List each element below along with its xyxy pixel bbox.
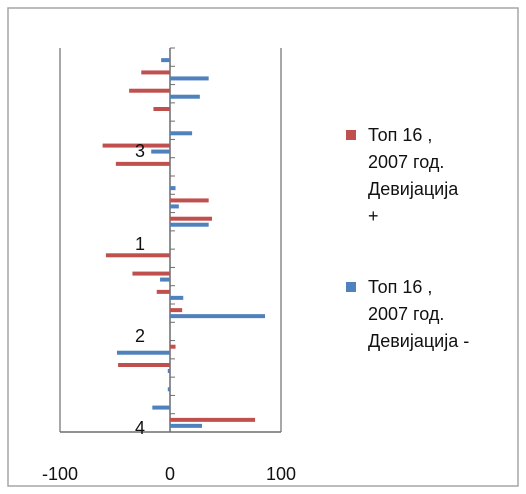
category-label-3: 3 [135, 141, 145, 161]
legend-swatch-1 [346, 130, 356, 140]
bar-series-1-row-20 [141, 70, 170, 75]
bar-series-1-row-15 [115, 161, 170, 166]
x-tick-label-0: 0 [165, 464, 175, 484]
bar-series-2-row-4 [167, 369, 170, 373]
legend-layer: Топ 16 , 2007 год. Девијација + Топ 16 , 2007… [346, 125, 469, 351]
bar-series-2-row-19 [170, 94, 200, 99]
bar-series-1-row-12 [170, 216, 212, 221]
bar-series-2-row-9 [160, 277, 170, 282]
x-tick-label-minus-100: -100 [42, 464, 78, 484]
bar-series-1-row-1 [170, 417, 256, 422]
legend-label-2-line-2: 2007 год. [368, 304, 444, 324]
bar-series-2-row-8 [170, 295, 184, 300]
bar-series-1-row-7 [170, 308, 183, 313]
bar-series-1-row-8 [156, 289, 170, 294]
bar-series-2-row-7 [170, 314, 266, 319]
bar-series-1-row-18 [153, 107, 170, 111]
bar-series-2-row-17 [170, 131, 193, 136]
legend-label-1-line-3: Девијација [368, 179, 459, 199]
chart-border [7, 7, 519, 487]
bar-series-1-row-5 [170, 344, 176, 349]
legend-label-2-line-1: Топ 16 , [368, 277, 432, 297]
legend-label-2-line-3: Девијација - [368, 331, 469, 351]
bar-series-2-row-20 [170, 76, 209, 81]
bar-series-2-row-12 [170, 222, 209, 227]
legend-label-1-line-2: 2007 год. [368, 152, 444, 172]
bar-series-1-row-19 [129, 88, 170, 93]
bar-series-2-row-1 [170, 423, 203, 428]
category-label-1: 1 [135, 234, 145, 254]
bar-series-1-row-16 [102, 143, 170, 148]
plot-layer: -100 0 100 4 2 1 3 [42, 47, 296, 484]
bar-series-2-row-14 [170, 186, 176, 191]
category-label-4: 4 [135, 418, 145, 438]
legend-swatch-2 [346, 282, 356, 292]
legend-label-1-line-4: + [368, 206, 379, 226]
bar-series-1-row-9 [132, 271, 170, 276]
bar-series-1-row-4 [118, 363, 170, 367]
bar-series-1-row-13 [170, 198, 209, 203]
legend-label-1-line-1: Топ 16 , [368, 125, 432, 145]
bar-series-2-row-3 [167, 387, 170, 392]
bar-series-2-row-5 [116, 350, 170, 355]
x-tick-label-100: 100 [266, 464, 296, 484]
category-label-2: 2 [135, 326, 145, 346]
bar-series-2-row-16 [151, 149, 170, 154]
bar-series-2-row-13 [170, 204, 179, 209]
bar-series-2-row-21 [161, 58, 170, 63]
bar-series-2-row-2 [152, 405, 170, 410]
bar-series-1-row-10 [105, 253, 170, 258]
